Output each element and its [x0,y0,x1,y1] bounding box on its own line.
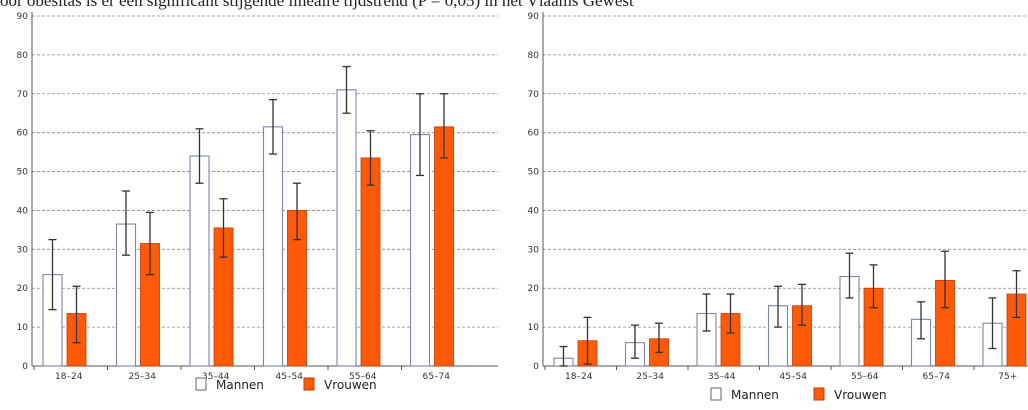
chart1-x-tick-label: 35–44 [202,372,230,382]
chart1-legend-swatch-vrouwen [303,377,315,391]
chart2-x-tick-label: 45–54 [780,372,808,382]
chart1-x-tick-label: 45–54 [276,372,304,382]
chart2-y-tick-label: 70 [528,90,540,100]
chart1-y-tick-label: 50 [17,168,29,178]
chart2-y-tick-label: 90 [528,12,540,22]
chart1-y-tick-label: 20 [17,284,29,294]
chart1-bar-vrouwen [360,157,381,367]
chart2-legend-swatch-vrouwen [813,387,825,401]
chart2-y-tick-label: 10 [528,323,540,333]
chart2-x-tick-label: 18–24 [565,372,593,382]
chart2-x-tick-label: 55–64 [851,372,879,382]
chart1-y-tick-label: 90 [17,12,29,22]
chart1-x-tick-label: 55–64 [349,372,377,382]
chart2-legend-label-vrouwen: Vrouwen [834,388,887,402]
chart2-y-tick-label: 40 [528,206,540,216]
chart2-legend-label-mannen: Mannen [731,388,779,402]
chart1-bar-mannen [336,89,357,367]
chart1-y-tick-label: 10 [17,323,29,333]
chart1-bar-vrouwen [434,126,454,367]
chart2-x-tick-label: 35–44 [708,372,736,382]
chart2-x-tick-label: 65–74 [923,372,951,382]
chart1-legend-swatch-mannen [195,377,207,391]
chart1-x-tick-label: 65–74 [423,372,451,382]
chart2-x-tick-label: 25–34 [637,372,665,382]
chart1-x-tick-label: 18–24 [55,372,83,382]
chart2-legend-swatch-mannen [710,387,722,401]
chart1-y-tick-label: 60 [17,129,29,139]
chart1-y-tick-label: 30 [17,245,29,255]
chart1-bar-mannen [262,126,284,367]
chart2-y-tick-label: 30 [528,245,540,255]
chart1-y-tick-label: 70 [17,90,29,100]
chart1-legend-label-vrouwen: Vrouwen [324,378,377,392]
chart2-y-tick-label: 50 [528,168,540,178]
chart2-y-tick-label: 20 [528,284,540,294]
chart1-y-tick-label: 80 [17,51,29,61]
chart2-y-tick-label: 60 [528,129,540,139]
chart1-x-tick-label: 25–34 [129,372,157,382]
chart1-legend-label-mannen: Mannen [216,378,264,392]
chart2-y-tick-label: 0 [533,362,539,372]
chart2-y-tick-label: 80 [528,51,540,61]
chart1-y-tick-label: 0 [22,362,28,372]
chart1-y-tick-label: 40 [17,206,29,216]
chart2-x-tick-label: 75+ [998,372,1017,382]
chart1-bar-mannen [189,155,210,367]
caption-text: oor obesitas is er een significant stijg… [0,0,634,10]
